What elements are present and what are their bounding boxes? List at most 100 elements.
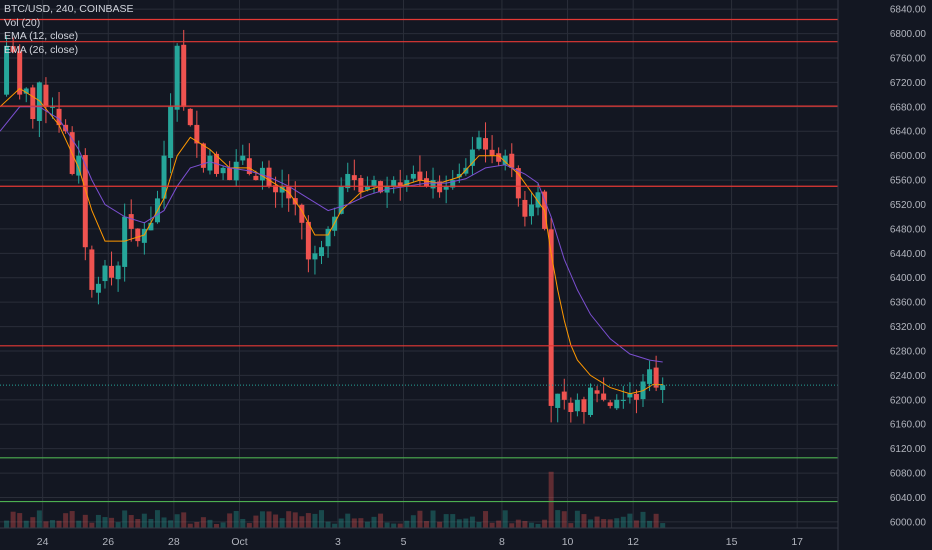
volume-bar	[10, 511, 16, 528]
candle-body	[220, 167, 226, 174]
volume-bar	[515, 519, 521, 528]
volume-bar	[214, 523, 220, 528]
candle-body	[653, 367, 659, 388]
volume-bar	[233, 510, 239, 528]
volume-bar	[423, 521, 429, 528]
candle-body	[489, 149, 495, 156]
candle-body	[509, 153, 515, 168]
volume-bar	[246, 523, 252, 528]
volume-bar	[378, 513, 384, 528]
volume-bar	[561, 511, 567, 528]
candle-body	[233, 161, 239, 181]
symbol-title[interactable]: BTC/USD, 240, COINBASE	[4, 3, 134, 15]
candle-body	[581, 399, 587, 413]
candle-body	[423, 178, 429, 187]
candle-body	[319, 247, 325, 257]
volume-bar	[391, 523, 397, 528]
volume-bar	[620, 516, 626, 528]
x-tick-label: 3	[335, 536, 341, 548]
x-tick-label: Oct	[231, 536, 247, 548]
volume-bar	[404, 520, 410, 528]
volume-bar	[483, 511, 489, 528]
candle-body	[148, 222, 154, 231]
x-tick-label: 12	[627, 536, 639, 548]
volume-bar	[601, 519, 607, 528]
candle-body	[364, 186, 370, 190]
volume-bar	[607, 519, 613, 528]
candle-body	[535, 192, 541, 208]
volume-bar	[660, 523, 666, 528]
candle-body	[397, 182, 403, 187]
volume-bar	[23, 520, 29, 528]
volume-bar	[351, 518, 357, 528]
volume-bar	[115, 522, 121, 528]
y-tick-label: 6640.00	[890, 127, 927, 138]
candle-body	[548, 229, 554, 406]
ema12-line	[0, 87, 663, 395]
y-tick-label: 6600.00	[890, 151, 927, 162]
candle-body	[345, 173, 351, 189]
candle-body	[437, 181, 443, 193]
volume-bar	[30, 517, 36, 528]
volume-bar	[259, 511, 265, 528]
volume-bar	[358, 518, 364, 528]
candle-body	[259, 167, 265, 181]
candle-body	[358, 178, 364, 193]
candle-body	[194, 124, 200, 144]
candle-body	[483, 138, 489, 150]
candle-layer	[4, 29, 666, 424]
candle-body	[227, 167, 233, 181]
ema12-indicator-label[interactable]: EMA (12, close)	[4, 30, 79, 43]
volume-bar	[4, 520, 10, 528]
candle-body	[128, 214, 134, 229]
x-tick-label: 8	[499, 536, 505, 548]
volume-bar	[43, 521, 49, 528]
candle-body	[647, 369, 653, 384]
volume-bar	[456, 519, 462, 528]
volume-bar	[63, 513, 69, 528]
candle-body	[555, 393, 561, 408]
volume-bar	[266, 511, 272, 528]
x-tick-label: 17	[791, 536, 803, 548]
volume-bar	[240, 518, 246, 528]
y-tick-label: 6840.00	[890, 5, 927, 16]
candle-body	[115, 265, 121, 280]
volume-indicator-label[interactable]: Vol (20)	[4, 16, 41, 29]
candle-body	[109, 265, 115, 278]
x-tick-label: 10	[562, 536, 574, 548]
volume-bar	[200, 517, 206, 528]
volume-bar	[627, 513, 633, 528]
volume-bar	[286, 511, 292, 528]
candle-body	[161, 155, 167, 199]
volume-bar	[220, 522, 226, 528]
volume-bar	[207, 519, 213, 528]
candle-body	[496, 153, 502, 162]
candle-body	[17, 51, 23, 95]
volume-bar	[522, 520, 528, 528]
volume-bar	[469, 516, 475, 528]
volume-bar	[76, 520, 82, 528]
volume-bar	[82, 514, 88, 528]
candle-body	[633, 393, 639, 400]
ema26-indicator-label[interactable]: EMA (26, close)	[4, 43, 79, 56]
volume-bar	[496, 520, 502, 528]
volume-bar	[345, 513, 351, 528]
volume-bar	[109, 517, 115, 528]
y-tick-label: 6440.00	[890, 249, 927, 260]
candle-body	[76, 155, 82, 176]
volume-bar	[253, 515, 259, 528]
y-tick-label: 6560.00	[890, 176, 927, 187]
volume-bar	[168, 520, 174, 528]
y-tick-label: 6680.00	[890, 102, 927, 113]
candle-body	[469, 149, 475, 166]
volume-bar	[535, 523, 541, 528]
volume-bar	[56, 520, 62, 528]
volume-bar	[141, 513, 147, 528]
y-tick-label: 6480.00	[890, 224, 927, 235]
candle-body	[417, 171, 423, 181]
volume-bar	[128, 515, 134, 528]
x-tick-label: 15	[726, 536, 738, 548]
volume-bar	[49, 520, 55, 528]
